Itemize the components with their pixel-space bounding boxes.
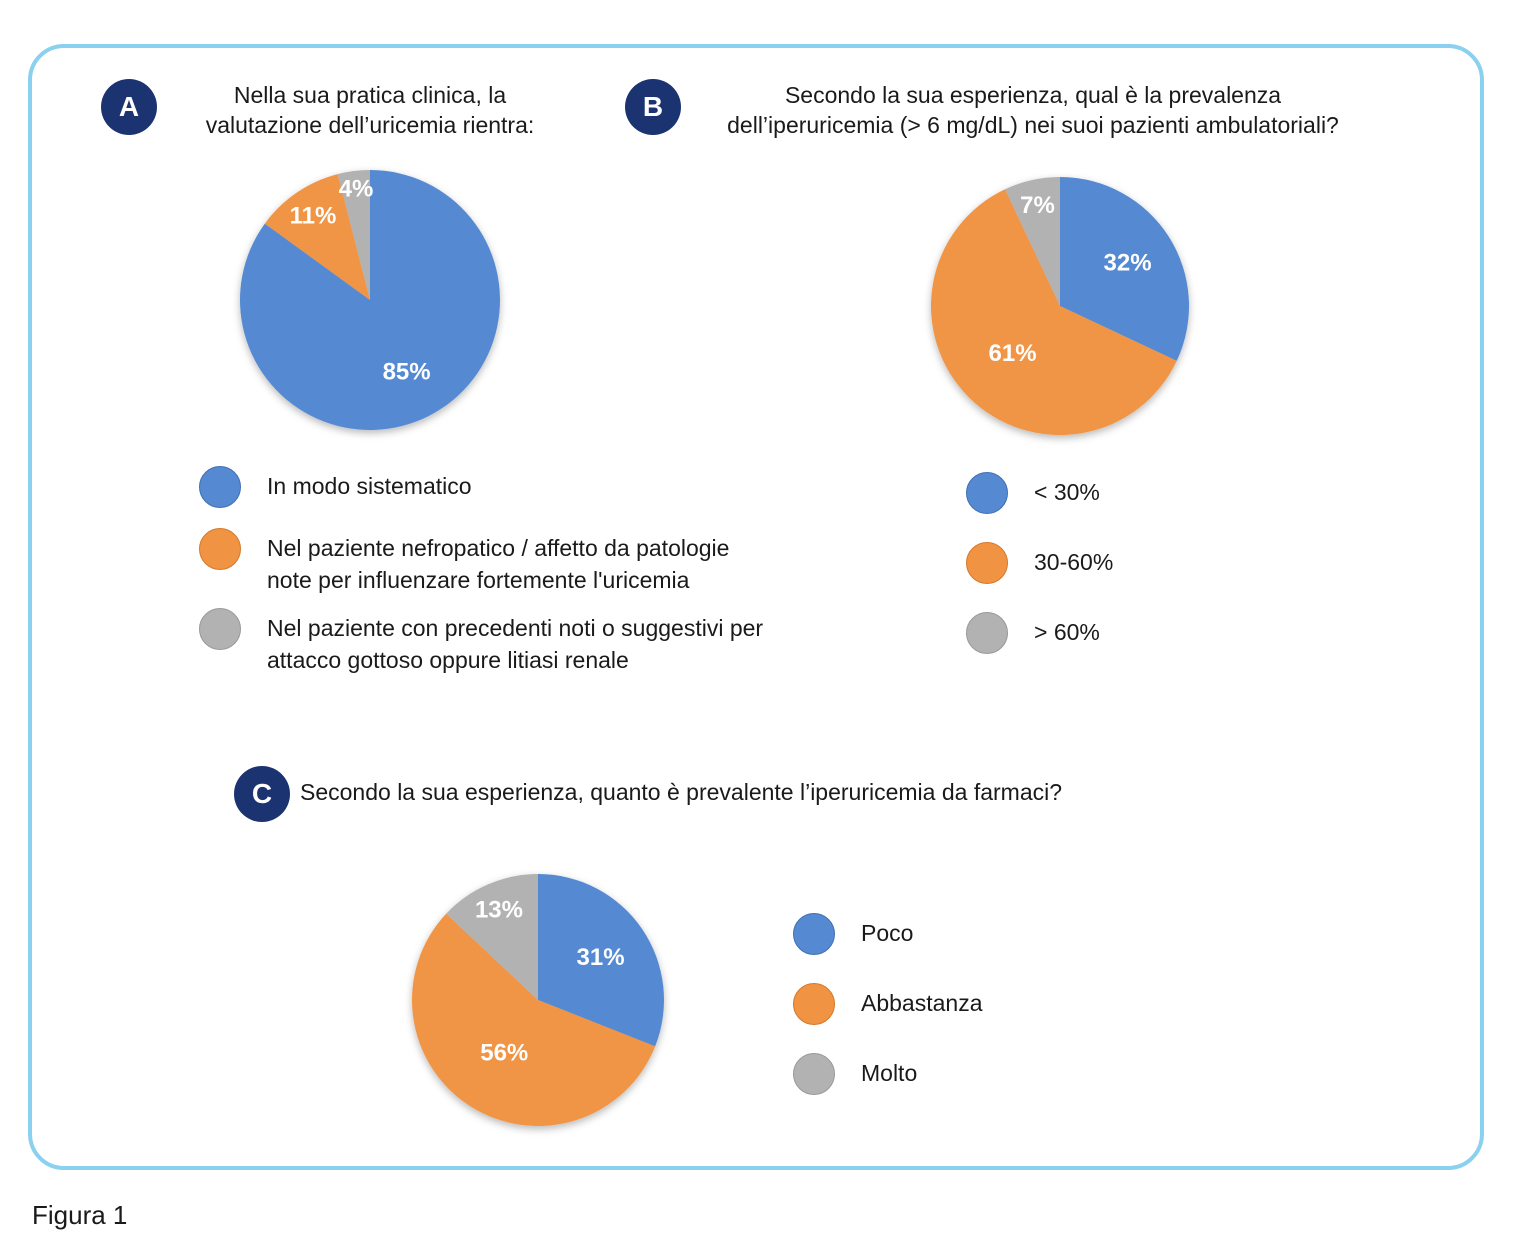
panel-b-pie-chart: 32% 61% 7% <box>931 177 1189 435</box>
legend-label: < 30% <box>1034 479 1100 505</box>
legend-label: In modo sistematico <box>267 473 472 499</box>
panel-c-legend: Poco Abbastanza Molto <box>793 913 1093 1113</box>
legend-label: Nel paziente con precedenti noti o sugge… <box>267 615 764 673</box>
pie-slice-label-1: 85% <box>383 358 431 385</box>
legend-item-3: > 60% <box>966 612 1100 654</box>
legend-swatch <box>966 472 1008 514</box>
panel-c-badge: C <box>234 766 290 822</box>
legend-item-2: 30-60% <box>966 542 1113 584</box>
panel-c-badge-label: C <box>251 778 273 809</box>
legend-item-2: Abbastanza <box>793 983 982 1025</box>
legend-label: > 60% <box>1034 619 1100 645</box>
legend-swatch <box>966 612 1008 654</box>
legend-label: 30-60% <box>1034 549 1114 575</box>
pie-slices <box>931 177 1189 435</box>
pie-slices <box>412 874 664 1126</box>
legend-label: Abbastanza <box>861 990 983 1016</box>
figure-caption: Figura 1 <box>32 1200 128 1230</box>
pie-slice-label-2: 61% <box>989 340 1037 367</box>
legend-item-1: In modo sistematico <box>199 466 472 508</box>
legend-label: Poco <box>861 920 914 946</box>
pie-slice-label-3: 13% <box>475 896 523 923</box>
pie-slice-3 <box>337 170 370 300</box>
panel-a-pie-chart: 85% 11%4% <box>240 170 500 430</box>
legend-item-2: Nel paziente nefropatico / affetto da pa… <box>199 528 729 596</box>
pie-slice-label-1: 31% <box>577 944 625 971</box>
panel-a-title-line-2: valutazione dell’uricemia rientra: <box>205 112 535 138</box>
panel-b-title: Secondo la sua esperienza, qual è la pre… <box>690 80 1376 140</box>
panel-c-title: Secondo la sua esperienza, quanto è prev… <box>300 777 1160 807</box>
panel-b-legend: < 30% 30-60% > 60% <box>966 472 1266 672</box>
pie-slice-3 <box>446 874 538 1000</box>
panel-c-title-line-1: Secondo la sua esperienza, quanto è prev… <box>300 779 1063 805</box>
panel-a-badge: A <box>101 79 157 135</box>
pie-slice-2 <box>931 189 1177 435</box>
pie-slice-1 <box>1060 177 1189 361</box>
pie-slice-2 <box>264 174 370 300</box>
legend-item-3: Molto <box>793 1053 917 1095</box>
panel-b-title-line-1: Secondo la sua esperienza, qual è la pre… <box>784 82 1282 108</box>
legend-label: Nel paziente nefropatico / affetto da pa… <box>267 535 730 593</box>
legend-swatch <box>199 528 241 570</box>
legend-swatch <box>199 608 241 650</box>
pie-slice-label-3: 4% <box>339 176 374 203</box>
pie-slice-label-2: 11% <box>290 203 337 230</box>
legend-swatch <box>793 1053 835 1095</box>
panel-a-legend: In modo sistematico Nel paziente nefropat… <box>199 466 859 673</box>
legend-swatch <box>966 542 1008 584</box>
legend-item-1: Poco <box>793 913 913 955</box>
legend-item-3: Nel paziente con precedenti noti o sugge… <box>199 608 763 676</box>
legend-label: Molto <box>861 1060 918 1086</box>
legend-swatch <box>793 913 835 955</box>
pie-slice-label-2: 56% <box>480 1040 528 1067</box>
panel-a-title-line-1: Nella sua pratica clinica, la <box>233 82 507 108</box>
legend-swatch <box>793 983 835 1025</box>
pie-slice-label-1: 32% <box>1104 250 1152 277</box>
pie-slice-label-3: 7% <box>1020 192 1055 219</box>
pie-slice-2 <box>412 913 656 1126</box>
panel-c-pie-chart: 31% 56% 13% <box>412 874 664 1126</box>
pie-slice-1 <box>538 874 664 1047</box>
pie-slices <box>240 170 500 430</box>
panel-a-badge-label: A <box>118 91 140 122</box>
panel-b-badge-label: B <box>642 91 664 122</box>
panel-b-title-line-2: dell’iperuricemia (> 6 mg/dL) nei suoi p… <box>727 112 1339 138</box>
figure-frame <box>28 44 1484 1170</box>
panel-a-title: Nella sua pratica clinica, la valutazion… <box>150 80 590 140</box>
legend-item-1: < 30% <box>966 472 1100 514</box>
panel-b-badge: B <box>625 79 681 135</box>
legend-swatch <box>199 466 241 508</box>
pie-slice-3 <box>1005 177 1060 306</box>
